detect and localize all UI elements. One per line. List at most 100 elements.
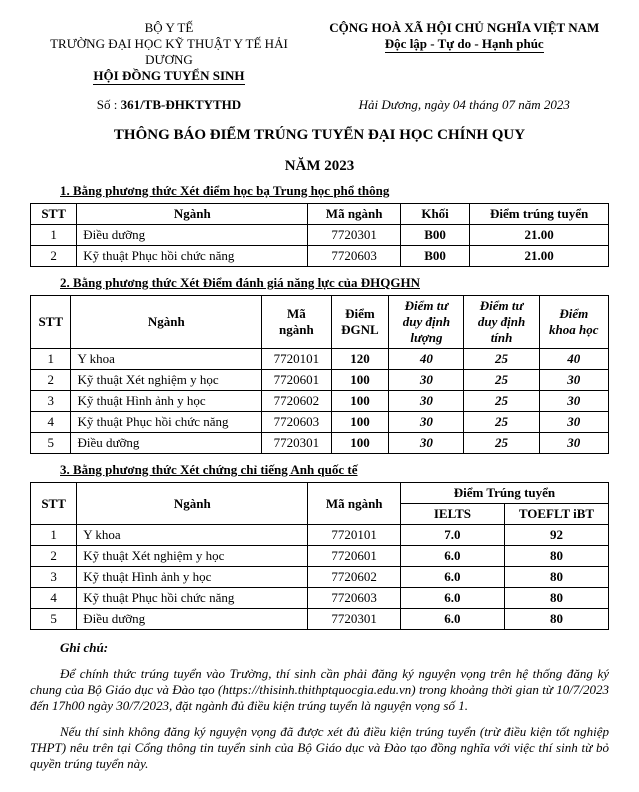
cell: 25 [464,433,539,454]
cell: 7720101 [308,525,400,546]
table-row: 2Kỹ thuật Phục hồi chức năng7720603B0021… [31,246,609,267]
table-row: 1Y khoa7720101120402540 [31,349,609,370]
col-nganh: Ngành [77,204,308,225]
cell: 7720301 [308,609,400,630]
note-label: Ghi chú: [60,640,609,656]
cell: 30 [539,412,608,433]
docno-row: Số : 361/TB-ĐHKTYTHD Hải Dương, ngày 04 … [30,97,609,113]
cell: 7720301 [308,225,400,246]
cell: 2 [31,546,77,567]
cell: Điều dưỡng [77,225,308,246]
cell: Kỹ thuật Phục hồi chức năng [77,246,308,267]
cell: 100 [331,391,389,412]
section2-title: 2. Bằng phương thức Xét Điểm đánh giá nă… [60,275,609,291]
cell: 7720602 [262,391,331,412]
nation: CỘNG HOÀ XÃ HỘI CHỦ NGHĨA VIỆT NAM [320,20,610,36]
table-row: 3Kỹ thuật Hình ảnh y học7720602100302530 [31,391,609,412]
section3-title: 3. Bằng phương thức Xét chứng chỉ tiếng … [60,462,609,478]
cell: 92 [504,525,608,546]
col-dgnl: Điểm ĐGNL [331,296,389,349]
cell: 25 [464,370,539,391]
col-diem: Điểm trúng tuyển [470,204,609,225]
col-stt: STT [31,204,77,225]
cell: 1 [31,349,71,370]
cell: 7720101 [262,349,331,370]
cell: 6.0 [400,567,504,588]
cell: Kỹ thuật Hình ảnh y học [71,391,262,412]
table-row: 4Kỹ thuật Phục hồi chức năng772060310030… [31,412,609,433]
cell: 25 [464,412,539,433]
cell: Kỹ thuật Xét nghiệm y học [71,370,262,391]
note-2: Nếu thí sinh không đăng ký nguyện vọng đ… [30,724,609,772]
cell: 7720603 [308,588,400,609]
col-stt: STT [31,296,71,349]
school: TRƯỜNG ĐẠI HỌC KỸ THUẬT Y TẾ HẢI DƯƠNG [30,36,308,68]
col-ma: Mã ngành [262,296,331,349]
title-line1: THÔNG BÁO ĐIỂM TRÚNG TUYỂN ĐẠI HỌC CHÍNH… [30,127,609,144]
cell: Điều dưỡng [71,433,262,454]
cell: 4 [31,588,77,609]
cell: 30 [389,412,464,433]
council: HỘI ĐỒNG TUYỂN SINH [30,68,308,85]
cell: 25 [464,349,539,370]
cell: 7720601 [308,546,400,567]
title-line2: NĂM 2023 [30,158,609,175]
docno: Số : 361/TB-ĐHKTYTHD [30,97,308,113]
header: BỘ Y TẾ TRƯỜNG ĐẠI HỌC KỸ THUẬT Y TẾ HẢI… [30,20,609,85]
cell: 21.00 [470,246,609,267]
table-1: STT Ngành Mã ngành Khối Điểm trúng tuyển… [30,203,609,267]
table-row: 5Điều dưỡng7720301100302530 [31,433,609,454]
table-row: 5Điều dưỡng77203016.080 [31,609,609,630]
cell: Y khoa [71,349,262,370]
header-right: CỘNG HOÀ XÃ HỘI CHỦ NGHĨA VIỆT NAM Độc l… [320,20,610,85]
note-1: Để chính thức trúng tuyển vào Trường, th… [30,666,609,714]
col-dt: Điểm tư duy định tính [464,296,539,349]
cell: 5 [31,609,77,630]
cell: 6.0 [400,609,504,630]
cell: 30 [539,370,608,391]
cell: 100 [331,412,389,433]
cell: 5 [31,433,71,454]
col-kh: Điểm khoa học [539,296,608,349]
cell: 7720301 [262,433,331,454]
cell: Điều dưỡng [77,609,308,630]
col-khoi: Khối [400,204,469,225]
cell: 100 [331,370,389,391]
ministry: BỘ Y TẾ [30,20,308,36]
cell: 30 [389,391,464,412]
cell: Y khoa [77,525,308,546]
cell: Kỹ thuật Xét nghiệm y học [77,546,308,567]
cell: 30 [539,391,608,412]
cell: 100 [331,433,389,454]
cell: 7720603 [308,246,400,267]
cell: B00 [400,246,469,267]
section1-title: 1. Bằng phương thức Xét điểm học bạ Trun… [60,183,609,199]
cell: 2 [31,370,71,391]
cell: 80 [504,567,608,588]
cell: Kỹ thuật Phục hồi chức năng [71,412,262,433]
col-group: Điểm Trúng tuyển [400,483,608,504]
cell: Kỹ thuật Hình ảnh y học [77,567,308,588]
cell: 80 [504,588,608,609]
cell: 30 [389,370,464,391]
cell: 7720603 [262,412,331,433]
cell: 30 [389,433,464,454]
cell: 3 [31,391,71,412]
col-ma: Mã ngành [308,204,400,225]
cell: 2 [31,246,77,267]
cell: Kỹ thuật Phục hồi chức năng [77,588,308,609]
col-dl: Điểm tư duy định lượng [389,296,464,349]
table-2: STT Ngành Mã ngành Điểm ĐGNL Điểm tư duy… [30,295,609,454]
cell: 1 [31,225,77,246]
motto: Độc lập - Tự do - Hạnh phúc [320,36,610,53]
cell: 21.00 [470,225,609,246]
cell: 40 [539,349,608,370]
col-ielts: IELTS [400,504,504,525]
cell: 25 [464,391,539,412]
table-row: 1Y khoa77201017.092 [31,525,609,546]
cell: 7720602 [308,567,400,588]
table-row: 4Kỹ thuật Phục hồi chức năng77206036.080 [31,588,609,609]
header-left: BỘ Y TẾ TRƯỜNG ĐẠI HỌC KỸ THUẬT Y TẾ HẢI… [30,20,308,85]
table-row: 1Điều dưỡng7720301B0021.00 [31,225,609,246]
col-ma: Mã ngành [308,483,400,525]
